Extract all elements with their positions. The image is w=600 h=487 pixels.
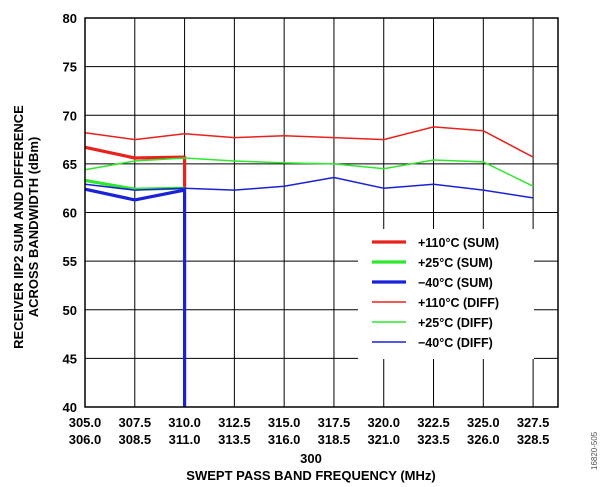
- x-tick-label-bottom: 323.5: [417, 432, 450, 447]
- x-tick-label-top: 325.0: [467, 415, 500, 430]
- y-tick-label: 70: [63, 108, 77, 123]
- x-tick-labels: 305.0 307.5 310.0 312.5 315.0 317.5 320.0 322.5…: [69, 415, 550, 447]
- y-tick-label: 65: [63, 157, 77, 172]
- x-tick-label-bottom: 313.5: [218, 432, 251, 447]
- y-tick-label: 45: [63, 351, 77, 366]
- legend-label: +110°C (SUM): [418, 236, 499, 250]
- x-tick-label-top: 327.5: [517, 415, 550, 430]
- legend-label: +25°C (DIFF): [418, 316, 493, 330]
- legend-background: [358, 229, 534, 359]
- x-tick-label-bottom: 321.0: [367, 432, 400, 447]
- figure-id: 16820-505: [590, 431, 599, 470]
- y-axis-title: RECEIVER IIP2 SUM AND DIFFERENCE ACROSS …: [11, 105, 41, 349]
- x-tick-label-bottom: 318.5: [318, 432, 351, 447]
- x-axis-title: SWEPT PASS BAND FREQUENCY (MHz): [186, 468, 435, 483]
- y-tick-label: 75: [63, 60, 77, 75]
- y-tick-label: 50: [63, 303, 77, 318]
- y-tick-label: 55: [63, 254, 77, 269]
- y-tick-label: 80: [63, 11, 77, 26]
- y-axis-title-line-1: RECEIVER IIP2 SUM AND DIFFERENCE: [11, 105, 26, 349]
- plot-border: [84, 17, 559, 408]
- x-tick-label-bottom: 326.0: [467, 432, 500, 447]
- series-line: [84, 176, 534, 199]
- x-tick-label-bottom: 308.5: [119, 432, 152, 447]
- y-axis-title-line-2: ACROSS BANDWIDTH (dBm): [26, 137, 41, 318]
- x-tick-label-top: 305.0: [69, 415, 102, 430]
- series-line: [84, 157, 534, 187]
- series-line: [84, 126, 534, 158]
- legend: +110°C (SUM) +25°C (SUM) −40°C (SUM) +110°C…: [358, 229, 534, 359]
- x-tick-label-bottom: 306.0: [69, 432, 102, 447]
- x-tick-label-top: 317.5: [318, 415, 351, 430]
- series-line: [84, 145, 187, 190]
- legend-label: +110°C (DIFF): [418, 296, 499, 310]
- x-tick-label-top: 322.5: [417, 415, 450, 430]
- x-tick-label-bottom: 328.5: [517, 432, 550, 447]
- x-tick-label-bottom: 316.0: [268, 432, 301, 447]
- x-tick-label-top: 320.0: [367, 415, 400, 430]
- legend-label: +25°C (SUM): [418, 256, 493, 270]
- series-line: [84, 187, 187, 407]
- x-tick-label-bottom: 311.0: [169, 432, 201, 447]
- x-tick-label-top: 315.0: [268, 415, 301, 430]
- series-lines: [84, 126, 534, 407]
- x-tick-label-top: 312.5: [218, 415, 251, 430]
- x-tick-label-top: 307.5: [119, 415, 152, 430]
- y-tick-label: 60: [63, 206, 77, 221]
- plot-frame: [84, 17, 559, 408]
- y-tick-label: 40: [63, 400, 77, 415]
- y-tick-labels: 40 45 50 55 60 65 70 75 80: [63, 11, 77, 415]
- x-tick-label-top: 310.0: [168, 415, 201, 430]
- legend-label: −40°C (DIFF): [418, 336, 493, 350]
- legend-label: −40°C (SUM): [418, 276, 493, 290]
- x-center-label: 300: [300, 451, 322, 466]
